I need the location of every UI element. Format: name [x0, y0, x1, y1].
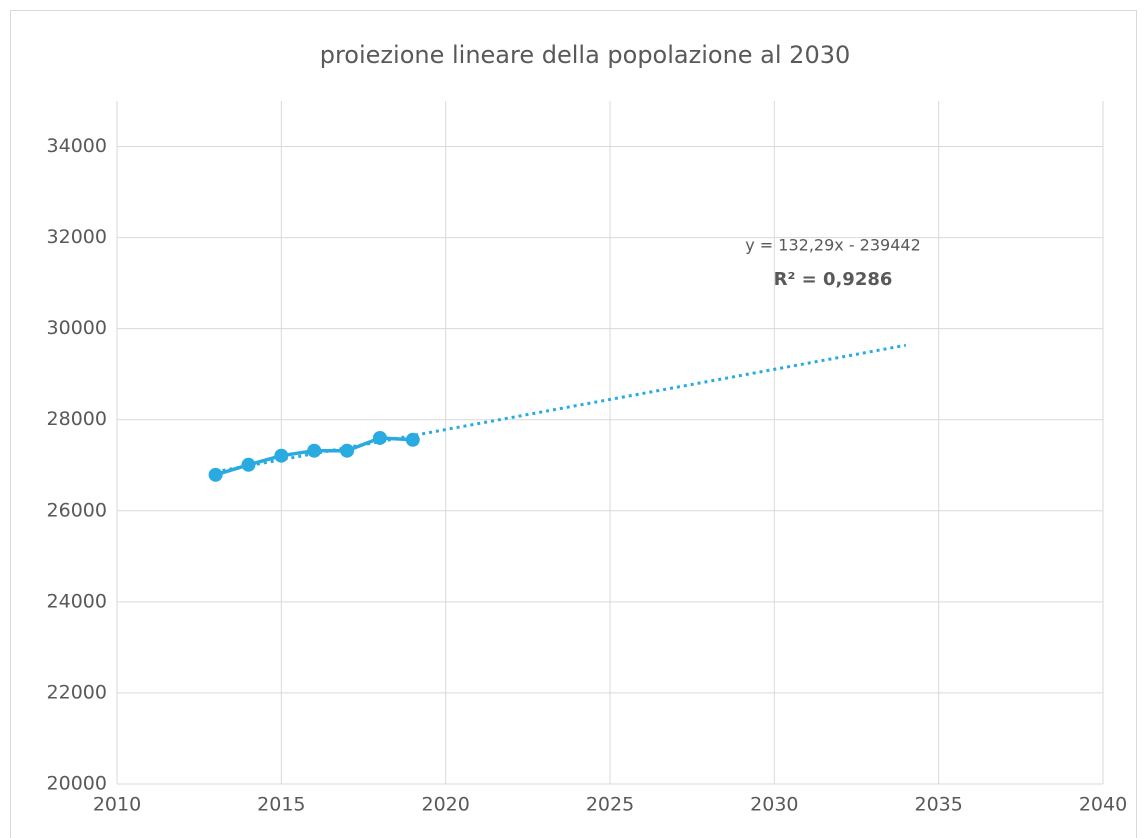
data-point: [274, 448, 289, 463]
x-tick-label: 2030: [750, 794, 798, 816]
data-point: [372, 430, 387, 445]
data-point: [208, 467, 223, 482]
x-tick-label: 2040: [1079, 794, 1127, 816]
y-tick-label: 32000: [47, 226, 107, 248]
x-tick-label: 2020: [421, 794, 469, 816]
y-tick-label: 28000: [47, 408, 107, 430]
trendline-equation: y = 132,29x - 239442: [745, 236, 921, 255]
chart-border: [10, 10, 1137, 838]
data-point: [405, 432, 420, 447]
chart-title: proiezione lineare della popolazione al …: [320, 41, 851, 69]
data-point: [241, 457, 256, 472]
trendline-r2: R² = 0,9286: [774, 269, 893, 290]
data-point: [307, 443, 322, 458]
x-tick-label: 2025: [586, 794, 634, 816]
x-tick-label: 2010: [93, 794, 141, 816]
y-tick-label: 26000: [47, 499, 107, 521]
y-tick-label: 22000: [47, 681, 107, 703]
y-tick-label: 20000: [47, 773, 107, 795]
x-tick-label: 2035: [914, 794, 962, 816]
x-tick-label: 2015: [257, 794, 305, 816]
y-tick-label: 30000: [47, 317, 107, 339]
y-tick-label: 34000: [47, 135, 107, 157]
y-tick-label: 24000: [47, 590, 107, 612]
data-point: [340, 443, 355, 458]
trendline: [215, 343, 907, 474]
